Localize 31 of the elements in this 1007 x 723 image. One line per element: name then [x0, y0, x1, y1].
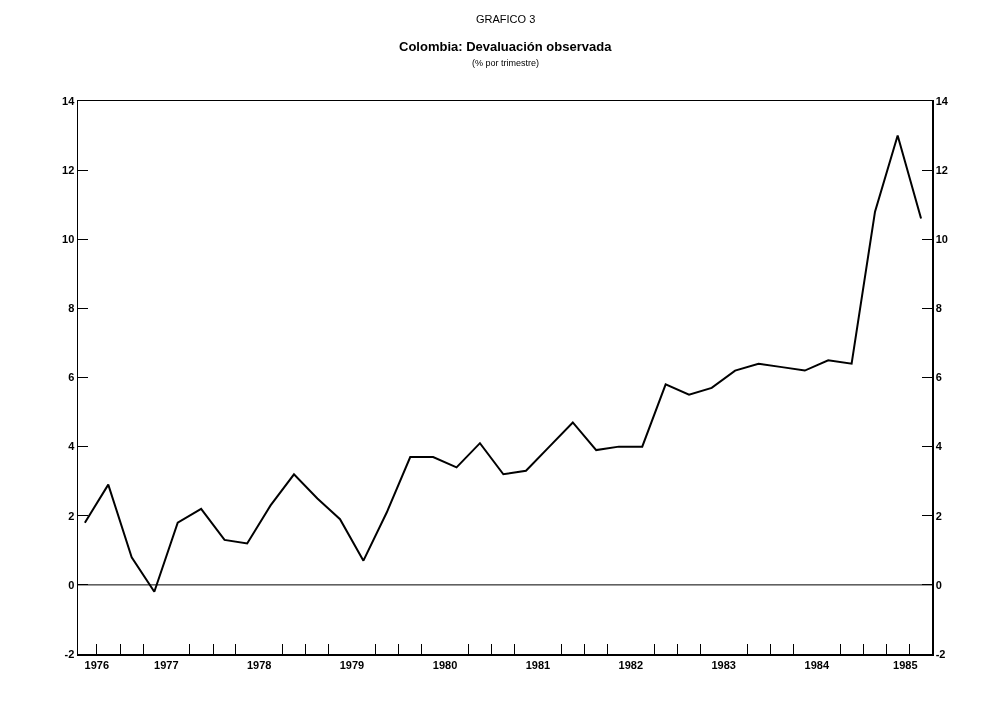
x-tick-label: 1980: [432, 658, 458, 671]
y-tick-label: 12: [62, 163, 75, 176]
y2-tick-label: 6: [935, 371, 942, 384]
y-tick-label: 14: [62, 94, 76, 107]
y-tick-label: -2: [64, 647, 75, 660]
y-tick-label: 2: [68, 509, 75, 522]
y2-tick-label: 14: [935, 94, 949, 107]
y2-tick-label: 8: [935, 302, 942, 315]
x-tick-label: 1976: [84, 658, 110, 671]
y-tick-label: 4: [68, 440, 76, 453]
x-tick-label: 1979: [339, 658, 365, 671]
x-tick-label: 1978: [246, 658, 272, 671]
text: GRAFICO 3: [476, 13, 536, 25]
x-tick-label: 1984: [804, 658, 830, 671]
x-tick-label: 1985: [893, 658, 918, 671]
x-tick-label: 1982: [618, 658, 644, 671]
y2-tick-label: 12: [935, 163, 948, 176]
y2-tick-label: 0: [935, 578, 942, 591]
y2-tick-label: -2: [935, 647, 946, 660]
y2-tick-label: 10: [935, 233, 948, 246]
x-tick-label: 1977: [154, 658, 179, 671]
y-tick-label: 10: [62, 233, 75, 246]
chart-title: Colombia: Devaluación observada: [399, 39, 613, 54]
y2-tick-label: 4: [935, 440, 943, 453]
x-tick-label: 1983: [711, 658, 736, 671]
y-tick-label: 0: [68, 578, 75, 591]
y2-tick-label: 2: [935, 509, 942, 522]
x-tick-label: 1981: [525, 658, 551, 671]
chart-subtitle: (% por trimestre): [472, 58, 540, 68]
y-tick-label: 8: [68, 302, 75, 315]
y-tick-label: 6: [68, 371, 75, 384]
